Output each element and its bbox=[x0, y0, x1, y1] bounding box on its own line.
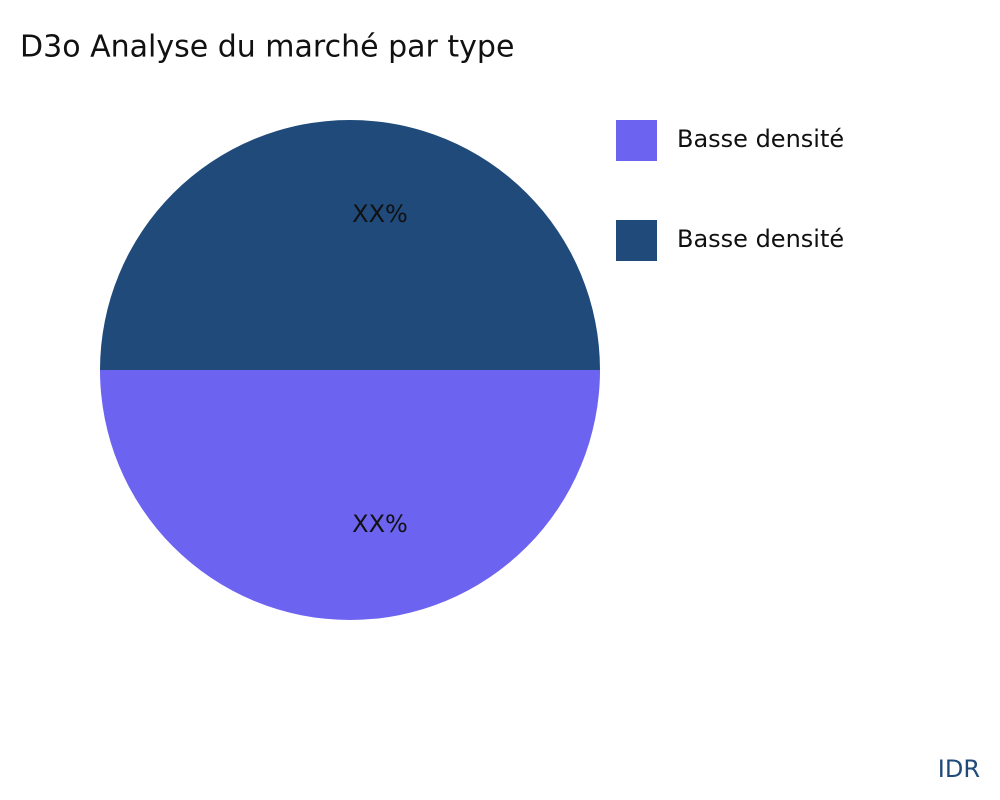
chart-title: D3o Analyse du marché par type bbox=[20, 30, 514, 65]
legend-swatch bbox=[616, 120, 657, 161]
source: IDR bbox=[938, 755, 980, 783]
legend-swatch bbox=[616, 220, 657, 261]
legend-label: Basse densité bbox=[677, 225, 844, 253]
pie-slice bbox=[100, 370, 600, 620]
value-label: XX% bbox=[352, 200, 408, 228]
legend-label: Basse densité bbox=[677, 125, 844, 153]
value-label: XX% bbox=[352, 510, 408, 538]
pie-slice bbox=[100, 120, 600, 370]
